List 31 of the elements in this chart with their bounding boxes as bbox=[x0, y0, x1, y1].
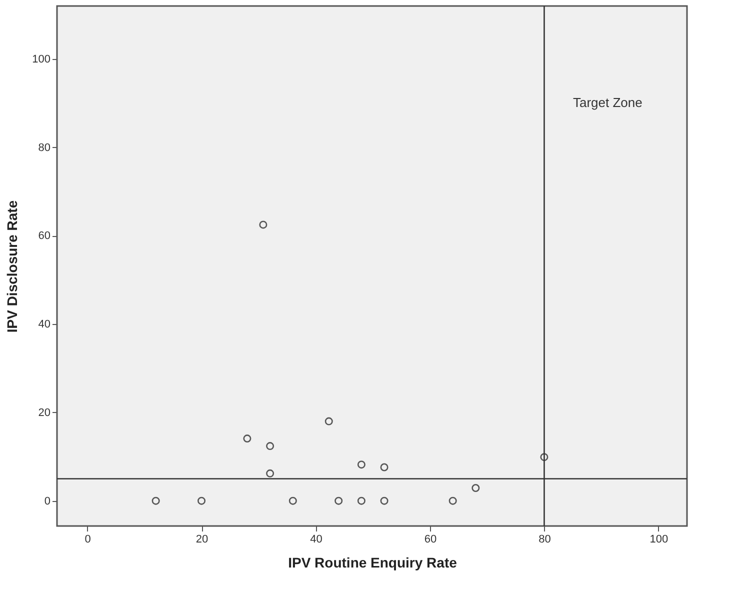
point bbox=[259, 220, 268, 229]
point bbox=[266, 469, 274, 478]
y-tick-label: 0 bbox=[44, 495, 50, 508]
x-tick-label: 0 bbox=[84, 534, 91, 546]
y-axis-title: IPV Disclosure Rate bbox=[4, 200, 20, 333]
point bbox=[334, 496, 343, 505]
point bbox=[288, 496, 297, 505]
y-tick-label: 80 bbox=[38, 142, 50, 154]
point bbox=[324, 417, 333, 426]
y-tick-label: 40 bbox=[38, 318, 50, 331]
x-tick-label: 40 bbox=[310, 534, 322, 546]
point bbox=[472, 484, 480, 492]
point bbox=[380, 463, 388, 472]
annotation: Target Zone bbox=[573, 95, 642, 110]
y-tick-label: 60 bbox=[38, 230, 50, 242]
point bbox=[266, 442, 274, 450]
x-tick-label: 80 bbox=[538, 534, 551, 546]
point bbox=[152, 496, 160, 505]
point bbox=[380, 496, 388, 505]
y-tick-label: 20 bbox=[38, 406, 50, 419]
x-tick-label: 20 bbox=[196, 534, 208, 546]
point bbox=[243, 434, 252, 443]
x-tick-label: 100 bbox=[650, 534, 668, 546]
point bbox=[448, 496, 457, 505]
point bbox=[540, 453, 548, 462]
x-axis-title: IPV Routine Enquiry Rate bbox=[288, 554, 458, 570]
point bbox=[357, 496, 366, 505]
point bbox=[198, 496, 206, 505]
point bbox=[357, 460, 366, 469]
x-tick-label: 60 bbox=[424, 534, 437, 546]
y-tick-label: 100 bbox=[32, 54, 50, 66]
